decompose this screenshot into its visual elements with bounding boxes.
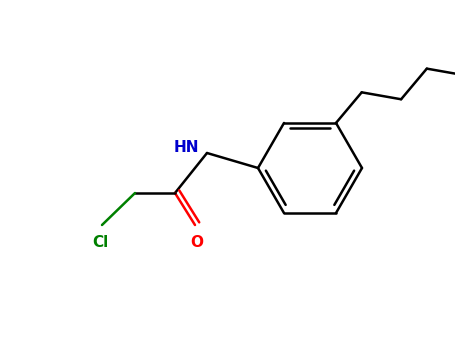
- Text: HN: HN: [173, 140, 199, 154]
- Text: Cl: Cl: [92, 235, 108, 250]
- Text: O: O: [191, 235, 203, 250]
